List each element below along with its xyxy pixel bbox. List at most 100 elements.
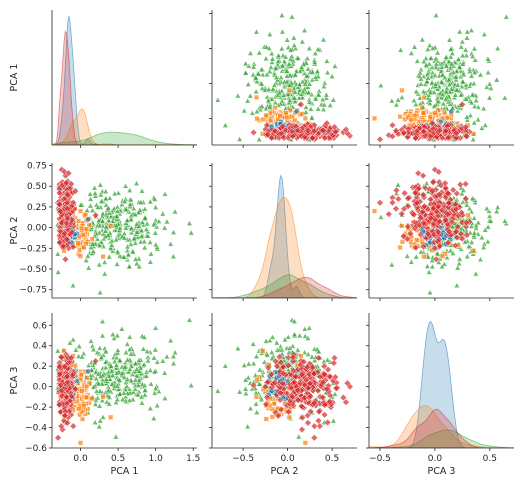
point-s2-77 <box>78 225 85 232</box>
point-s3-296 <box>438 63 445 70</box>
point-s3-181 <box>299 78 306 85</box>
point-s3-110 <box>159 210 167 217</box>
point-s4-216 <box>331 128 339 136</box>
point-s3-28 <box>484 69 492 76</box>
point-s2-0 <box>107 414 114 420</box>
point-s3-114 <box>247 49 254 56</box>
point-s2-2 <box>371 115 378 122</box>
point-s2-32 <box>271 401 277 407</box>
point-s4-169 <box>294 396 302 404</box>
point-s3-218 <box>143 347 151 354</box>
x-tick-label: 0.0 <box>428 454 443 464</box>
point-s3-218 <box>143 220 151 227</box>
x-tick-label: 1.5 <box>186 454 200 464</box>
point-s3-226 <box>84 252 92 259</box>
point-s4-198 <box>314 354 323 362</box>
point-s3-175 <box>267 63 275 70</box>
point-s4-124 <box>326 373 334 381</box>
point-s3-101 <box>477 71 484 78</box>
point-s4-107 <box>271 357 280 365</box>
point-s3-105 <box>290 41 298 48</box>
point-s3-40 <box>326 101 334 108</box>
point-s4-236 <box>432 207 441 216</box>
point-s3-92 <box>273 339 281 346</box>
point-s3-171 <box>147 380 155 387</box>
panel-content <box>212 174 357 298</box>
point-s3-64 <box>75 342 83 349</box>
point-s3-317 <box>121 234 128 241</box>
point-s3-104 <box>97 417 104 424</box>
point-s3-3 <box>167 337 174 344</box>
point-s4-179 <box>321 134 329 142</box>
point-s3-276 <box>283 36 291 43</box>
point-s3-21 <box>454 264 461 271</box>
point-s3-186 <box>171 208 179 215</box>
point-s3-148 <box>281 336 289 343</box>
point-s3-153 <box>87 195 94 202</box>
point-s2-71 <box>75 240 81 247</box>
point-s3-127 <box>264 351 271 358</box>
point-s3-290 <box>459 78 467 85</box>
point-s4-101 <box>320 411 329 419</box>
point-s3-110 <box>299 38 306 45</box>
point-s3-142 <box>141 244 148 251</box>
point-s3-195 <box>487 217 495 224</box>
point-s3-278 <box>468 222 475 229</box>
point-s3-275 <box>480 105 487 112</box>
point-s3-271 <box>114 332 121 339</box>
point-s3-305 <box>103 223 110 230</box>
point-s3-288 <box>124 216 131 223</box>
point-s4-35 <box>249 128 258 137</box>
point-s4-161 <box>451 241 459 250</box>
y-tick-label: 0.2 <box>33 362 47 372</box>
point-s2-69 <box>79 388 85 394</box>
point-s3-86 <box>483 83 491 90</box>
point-s2-3 <box>100 253 106 260</box>
point-s3-267 <box>252 400 260 407</box>
point-s4-218 <box>412 134 420 142</box>
point-s2-3 <box>253 94 260 101</box>
point-s2-2 <box>302 440 309 446</box>
point-s3-57 <box>244 97 251 104</box>
point-s3-276 <box>446 36 453 43</box>
point-s4-221 <box>442 127 450 135</box>
point-s3-168 <box>122 206 130 213</box>
point-s4-124 <box>441 184 450 192</box>
point-s3-244 <box>126 396 133 403</box>
point-s3-293 <box>77 201 84 208</box>
point-s4-48 <box>276 396 284 404</box>
point-s3-228 <box>122 348 130 355</box>
point-s3-280 <box>422 61 430 68</box>
point-s2-51 <box>254 115 260 122</box>
point-s3-170 <box>126 346 133 353</box>
point-s3-242 <box>470 214 478 221</box>
point-s3-260 <box>470 80 478 87</box>
point-s3-271 <box>296 332 303 339</box>
point-s3-180 <box>315 348 322 355</box>
point-s3-70 <box>255 136 263 143</box>
point-s3-275 <box>87 337 95 344</box>
x-tick-label: 0.0 <box>73 454 88 464</box>
point-s3-25 <box>301 325 309 332</box>
point-s4-213 <box>406 229 415 238</box>
point-s3-151 <box>462 46 469 53</box>
point-s3-50 <box>89 342 96 349</box>
point-s3-19 <box>154 358 161 365</box>
point-s3-222 <box>170 228 177 235</box>
point-s4-58 <box>388 132 397 141</box>
point-s4-193 <box>445 228 453 236</box>
point-s3-43 <box>152 324 159 331</box>
point-s4-2 <box>323 418 332 427</box>
point-s4-58 <box>57 422 65 430</box>
point-s3-285 <box>102 364 109 371</box>
point-s3-76 <box>438 94 445 101</box>
point-s2-78 <box>76 405 82 412</box>
point-s3-87 <box>151 389 158 396</box>
point-s3-304 <box>320 106 327 112</box>
point-s1-4 <box>448 108 455 115</box>
point-s3-287 <box>279 62 286 69</box>
panel-2-1: −0.75 −0.50 −0.25 0.00 0.25 0.50 0.75 <box>19 161 197 301</box>
point-s3-217 <box>114 248 121 255</box>
point-s3-57 <box>96 261 103 268</box>
point-s2-40 <box>263 416 269 422</box>
